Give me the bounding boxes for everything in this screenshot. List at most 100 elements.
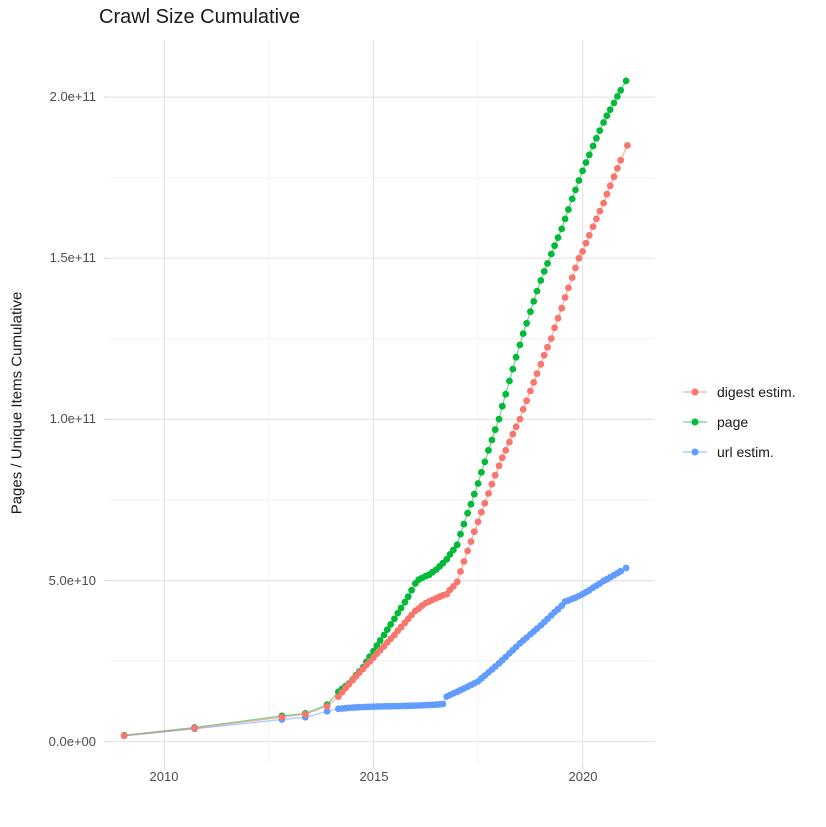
legend-item-digest: digest estim.: [682, 378, 796, 406]
data-point-url-estim-: [439, 700, 447, 708]
legend-item-url: url estim.: [682, 438, 774, 466]
data-point-page: [593, 134, 600, 142]
data-point-digest-estim-: [519, 406, 527, 413]
data-point-digest-estim-: [120, 732, 128, 739]
legend-label: digest estim.: [717, 384, 796, 400]
x-tick-label: 2015: [359, 769, 389, 784]
data-point-digest-estim-: [537, 360, 545, 368]
data-point-digest-estim-: [481, 499, 489, 507]
data-point-page: [527, 308, 534, 316]
data-point-page: [516, 341, 524, 349]
data-point-digest-estim-: [561, 294, 569, 301]
data-point-page: [380, 631, 388, 639]
data-point-digest-estim-: [467, 538, 475, 545]
data-point-digest-estim-: [551, 324, 558, 332]
y-axis-title: Pages / Unique Items Cumulative: [8, 291, 26, 515]
data-point-digest-estim-: [606, 182, 614, 190]
data-point-page: [509, 365, 517, 373]
data-point-digest-estim-: [450, 583, 457, 590]
data-point-digest-estim-: [568, 274, 576, 281]
data-point-page: [401, 598, 409, 606]
data-point-url-estim-: [622, 564, 630, 572]
y-tick-label: 5.0e+10: [48, 573, 96, 588]
data-point-page: [554, 234, 562, 242]
data-point-digest-estim-: [301, 710, 309, 718]
data-point-digest-estim-: [547, 335, 555, 342]
data-point-digest-estim-: [614, 164, 621, 172]
data-point-page: [600, 119, 607, 126]
data-point-page: [506, 377, 513, 385]
data-point-page: [491, 426, 499, 434]
data-point-page: [561, 215, 569, 223]
data-point-digest-estim-: [453, 578, 461, 586]
legend-item-page: page: [682, 408, 748, 436]
data-point-page: [617, 86, 625, 94]
data-point-digest-estim-: [464, 547, 471, 555]
data-point-digest-estim-: [593, 215, 600, 223]
data-point-page: [572, 186, 579, 194]
data-point-page: [547, 250, 555, 258]
data-point-page: [579, 167, 586, 175]
data-point-page: [457, 530, 464, 538]
data-point-page: [530, 298, 538, 305]
data-point-digest-estim-: [617, 156, 625, 164]
data-point-digest-estim-: [624, 142, 631, 149]
data-point-page: [544, 260, 551, 267]
data-point-digest-estim-: [460, 558, 468, 565]
data-point-digest-estim-: [506, 438, 513, 446]
data-point-page: [470, 490, 478, 498]
data-point-digest-estim-: [457, 568, 464, 575]
data-point-page: [519, 330, 527, 337]
data-point-page: [498, 402, 506, 410]
data-point-url-estim-: [617, 567, 625, 575]
data-point-page: [614, 93, 621, 100]
data-point-digest-estim-: [575, 254, 583, 262]
data-point-url-estim-: [323, 708, 331, 715]
data-point-page: [596, 127, 604, 134]
legend-label: url estim.: [717, 444, 774, 460]
legend-key-dot-icon: [683, 448, 707, 456]
data-point-digest-estim-: [512, 423, 520, 431]
x-tick-label: 2020: [568, 769, 598, 784]
y-tick-label: 0.0e+00: [48, 734, 96, 749]
data-point-page: [474, 480, 482, 487]
data-point-digest-estim-: [527, 387, 534, 395]
data-point-page: [589, 142, 597, 150]
data-point-page: [460, 520, 468, 528]
data-point-page: [383, 626, 391, 633]
data-point-page: [551, 242, 558, 250]
data-point-page: [443, 555, 451, 563]
data-point-digest-estim-: [470, 528, 478, 535]
data-point-digest-estim-: [516, 415, 524, 423]
data-point-page: [495, 415, 503, 423]
data-point-digest-estim-: [502, 446, 510, 454]
data-point-page: [404, 593, 412, 601]
data-point-page: [376, 637, 384, 644]
data-point-page: [488, 436, 496, 444]
x-tick-label: 2010: [149, 769, 179, 784]
data-point-page: [391, 615, 398, 623]
data-point-digest-estim-: [585, 231, 593, 239]
data-point-page: [603, 112, 611, 120]
data-point-page: [453, 541, 461, 549]
data-point-digest-estim-: [596, 207, 604, 215]
y-tick-label: 1.5e+11: [49, 250, 96, 265]
data-point-page: [606, 106, 614, 113]
data-point-digest-estim-: [491, 471, 499, 479]
data-point-digest-estim-: [523, 397, 530, 405]
data-point-digest-estim-: [579, 248, 586, 255]
data-point-digest-estim-: [558, 304, 566, 312]
data-point-digest-estim-: [498, 454, 506, 462]
legend-key-dot-icon: [683, 418, 707, 426]
data-point-digest-estim-: [191, 724, 198, 732]
data-point-page: [575, 177, 583, 184]
data-point-page: [537, 277, 545, 284]
data-point-page: [478, 468, 485, 476]
data-point-digest-estim-: [544, 343, 551, 351]
data-point-page: [610, 99, 618, 107]
data-point-digest-estim-: [335, 693, 342, 700]
data-point-page: [387, 621, 395, 628]
data-point-page: [394, 609, 402, 617]
